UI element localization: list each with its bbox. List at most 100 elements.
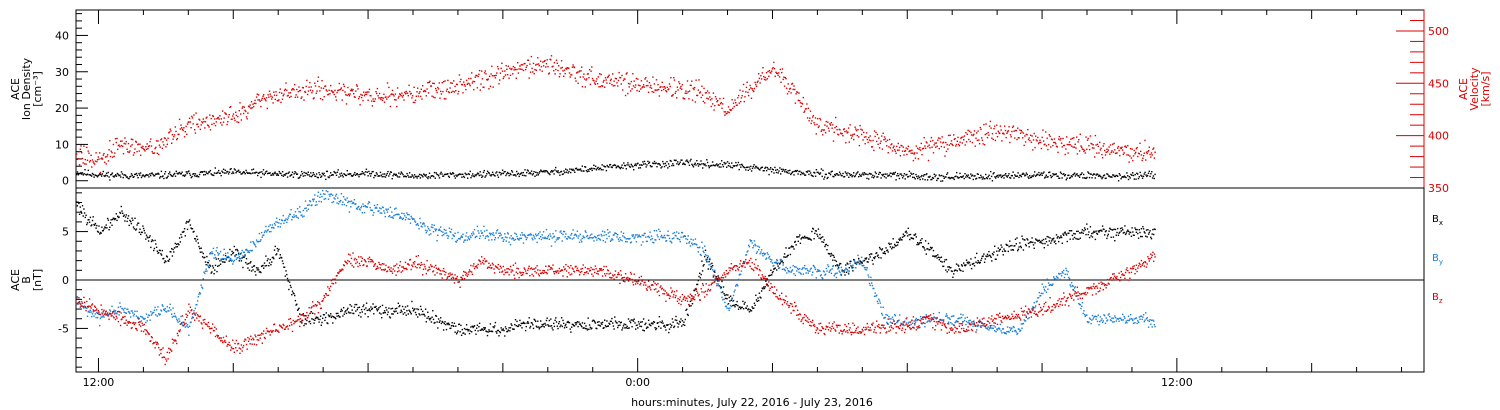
data-point <box>943 146 945 148</box>
data-point <box>113 155 115 157</box>
data-point <box>874 171 876 173</box>
bx-point <box>116 219 118 222</box>
data-point <box>781 170 784 172</box>
bx-point <box>871 259 874 262</box>
data-point <box>134 148 136 150</box>
by-point <box>435 230 437 232</box>
data-point <box>291 89 293 91</box>
data-point <box>252 172 254 174</box>
bx-point <box>519 324 522 327</box>
bx-point <box>1006 244 1009 246</box>
data-point <box>971 174 974 176</box>
data-point <box>1039 139 1041 142</box>
data-point <box>764 167 766 169</box>
data-point <box>718 104 720 106</box>
data-point <box>99 171 102 174</box>
by-point <box>78 301 80 303</box>
bx-point <box>264 265 266 267</box>
data-point <box>262 95 264 97</box>
bx-point <box>561 325 563 328</box>
bx-point <box>436 321 438 323</box>
bx-point <box>1001 246 1003 248</box>
by-point <box>477 230 479 232</box>
bx-point <box>321 321 323 324</box>
bx-point <box>576 322 578 324</box>
data-point <box>1025 172 1028 174</box>
bx-point <box>1012 249 1015 251</box>
by-point <box>212 252 214 255</box>
data-point <box>231 172 233 175</box>
by-point <box>455 241 458 243</box>
bx-point <box>161 249 163 252</box>
bx-point <box>587 317 589 319</box>
data-point <box>132 176 134 178</box>
data-point <box>876 140 878 143</box>
data-point <box>373 100 376 102</box>
data-point <box>462 173 464 175</box>
bx-point <box>1043 247 1045 249</box>
bx-point <box>433 322 435 324</box>
data-point <box>1125 146 1127 149</box>
by-point <box>437 234 439 236</box>
by-point <box>471 233 473 235</box>
data-point <box>177 173 179 175</box>
bx-point <box>629 321 632 324</box>
data-point <box>320 87 322 89</box>
bx-point <box>317 316 319 319</box>
bx-point <box>482 329 484 331</box>
bx-point <box>108 229 110 231</box>
bx-point <box>596 327 598 330</box>
by-point <box>164 308 166 310</box>
data-point <box>405 176 407 178</box>
data-point <box>169 171 171 173</box>
bx-point <box>663 325 665 327</box>
data-point <box>1021 131 1023 133</box>
bx-point <box>874 256 876 258</box>
data-point <box>835 116 837 119</box>
bx-point <box>585 325 587 327</box>
data-point <box>617 85 619 87</box>
bx-point <box>1119 231 1121 233</box>
bx-point <box>721 280 723 283</box>
bx-point <box>284 275 286 277</box>
bx-point <box>104 227 107 229</box>
data-point <box>370 95 372 97</box>
data-point <box>577 169 579 171</box>
bx-point <box>532 324 534 326</box>
data-point <box>309 175 311 178</box>
data-point <box>918 176 920 179</box>
bx-point <box>803 237 805 239</box>
bx-point <box>344 311 346 313</box>
by-point <box>418 228 420 230</box>
data-point <box>632 85 635 87</box>
data-point <box>1127 145 1129 147</box>
data-point <box>128 151 130 154</box>
bx-point <box>230 254 233 256</box>
data-point <box>1135 151 1137 154</box>
data-point <box>131 144 133 146</box>
bx-point <box>645 322 647 324</box>
data-point <box>260 99 263 101</box>
data-point <box>732 165 735 167</box>
data-point <box>374 175 377 177</box>
data-point <box>909 175 911 177</box>
data-point <box>545 63 548 65</box>
data-point <box>745 86 748 89</box>
data-point <box>897 142 899 145</box>
data-point <box>954 137 956 140</box>
bx-point <box>549 325 551 327</box>
data-point <box>1110 151 1112 154</box>
data-point <box>161 147 163 149</box>
by-point <box>276 221 279 224</box>
data-point <box>1022 137 1024 139</box>
bx-point <box>77 201 79 203</box>
data-point <box>767 70 769 73</box>
bx-point <box>783 253 786 255</box>
data-point <box>331 90 333 92</box>
data-point <box>250 107 252 109</box>
data-point <box>219 122 222 124</box>
bx-point <box>1112 236 1115 238</box>
data-point <box>929 175 931 178</box>
bx-point <box>771 272 774 274</box>
bx-point <box>622 325 625 327</box>
